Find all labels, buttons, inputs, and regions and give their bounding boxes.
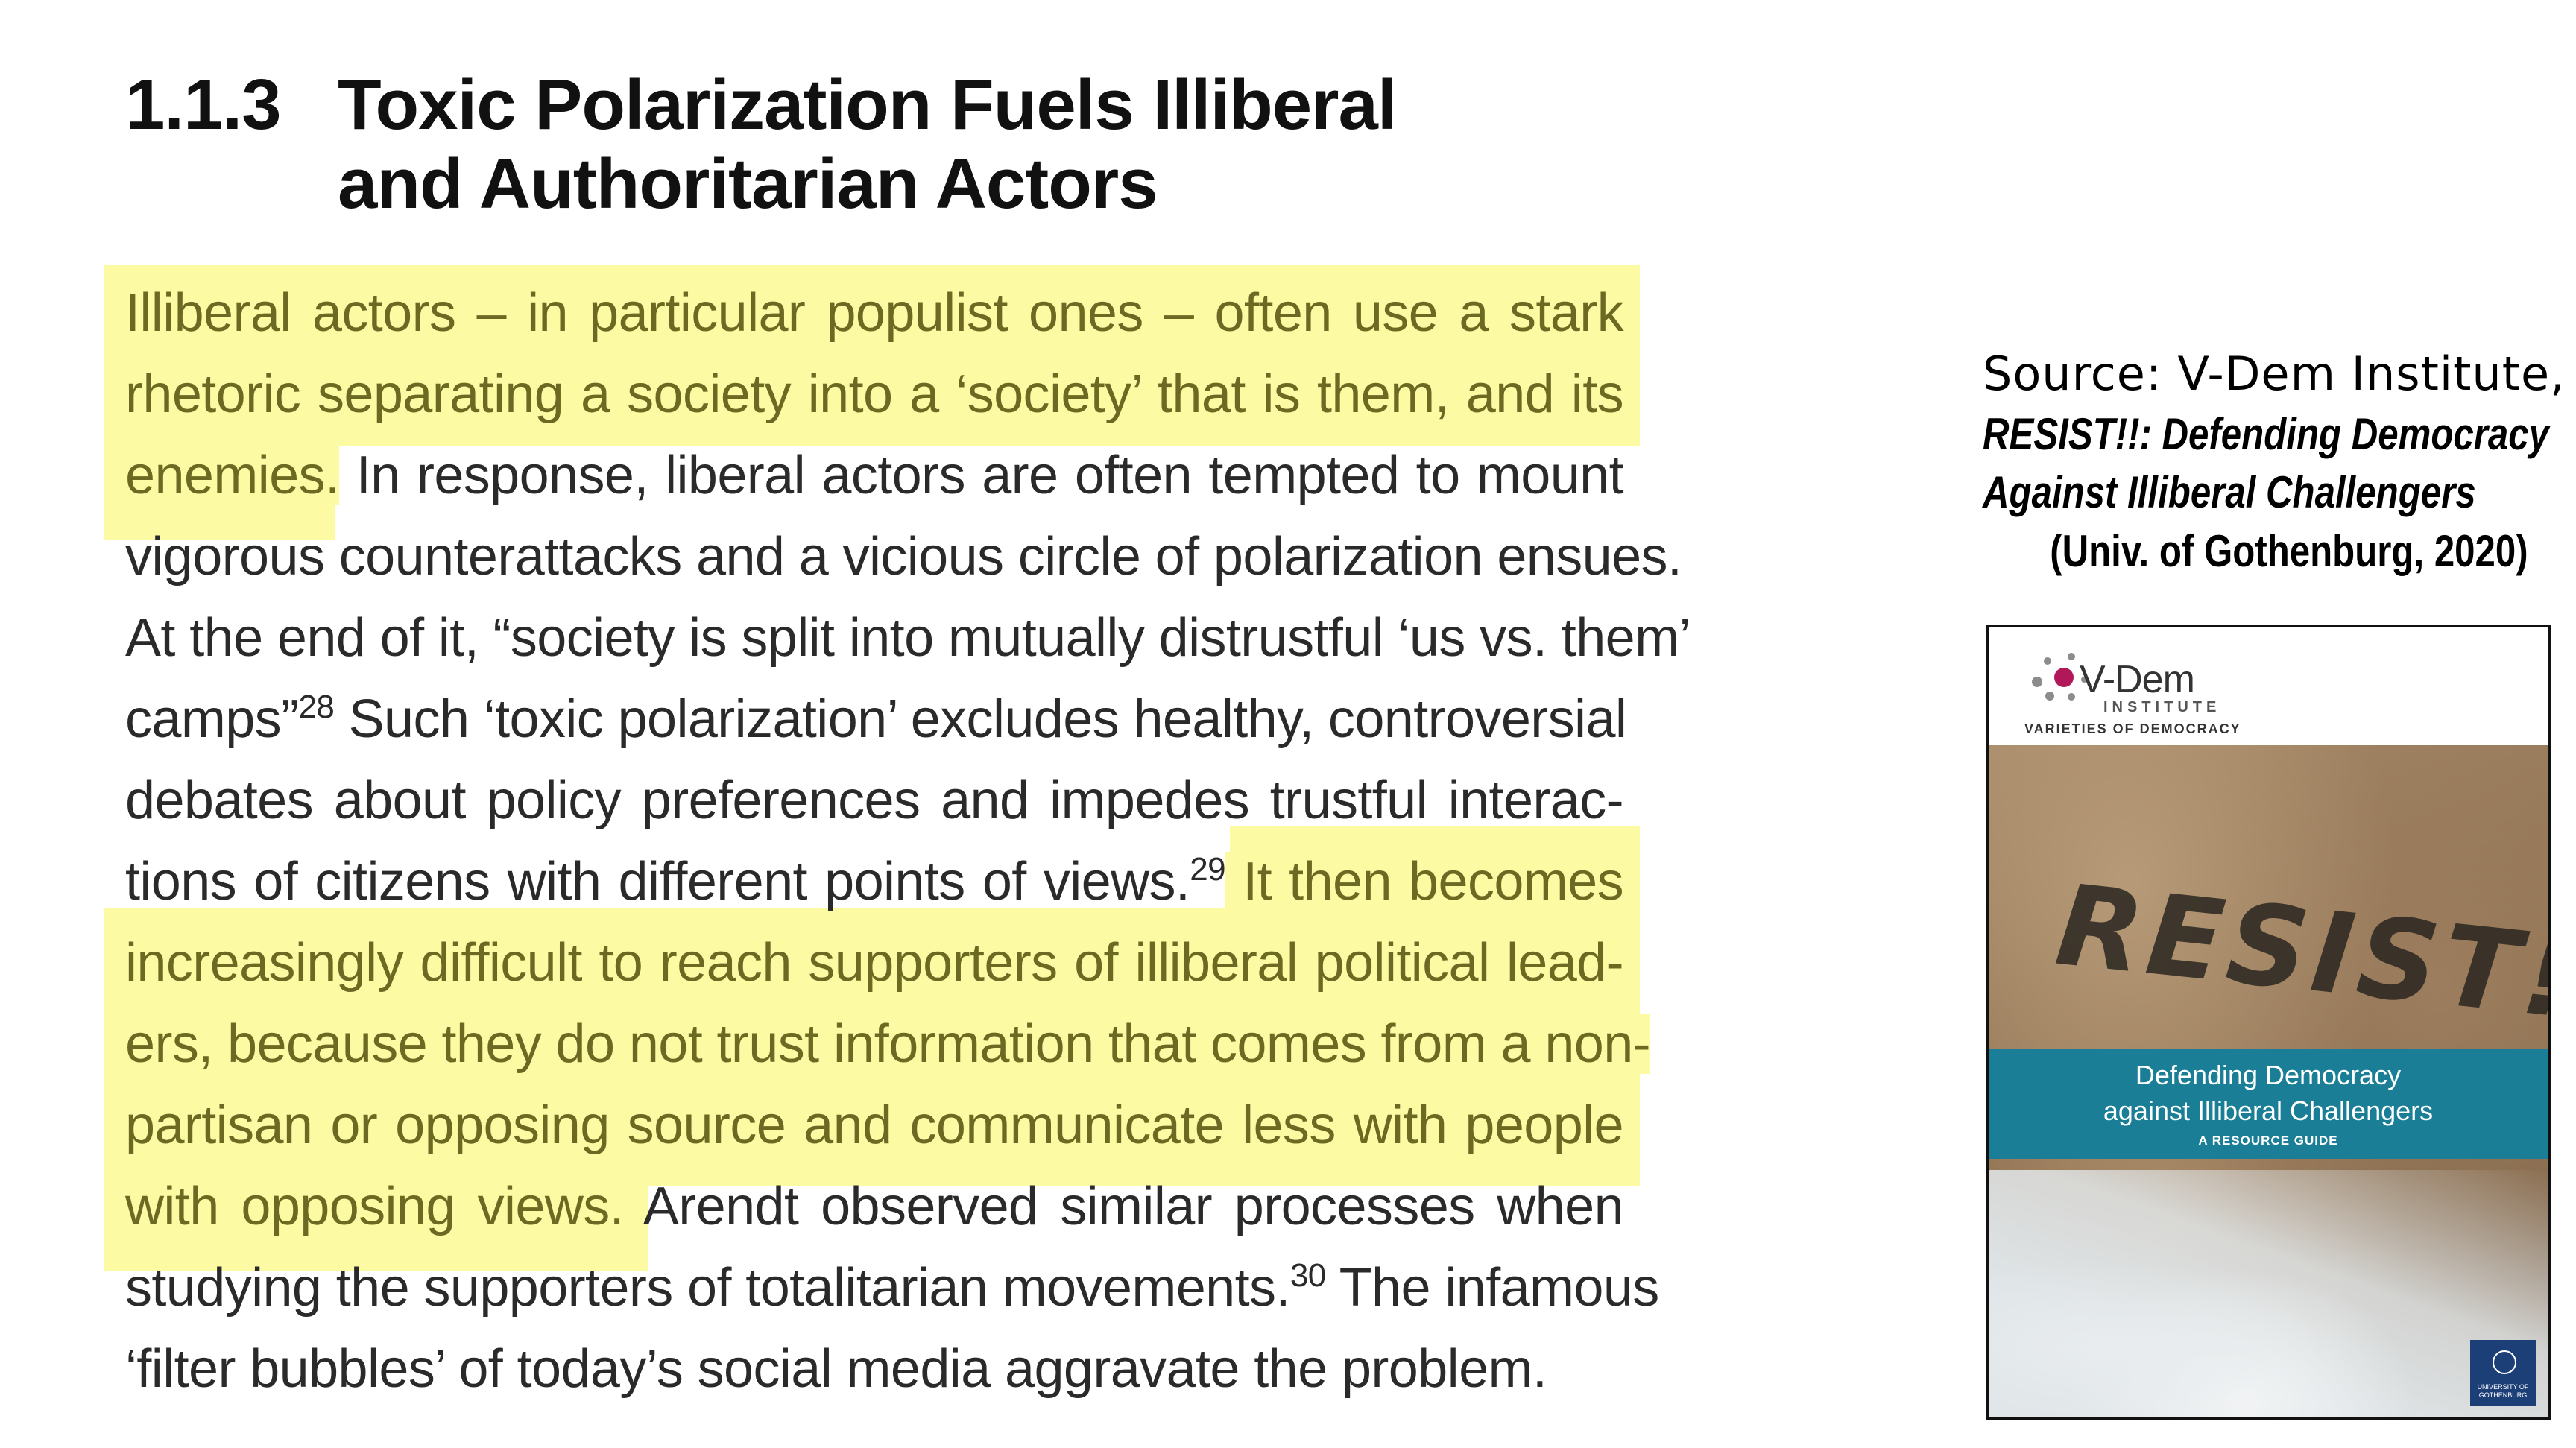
para-line: partisan or opposing source and communic… (125, 1085, 1624, 1166)
body-text: Such ‘toxic polarization’ excludes healt… (334, 689, 1627, 749)
source-line3: Against Illiberal Challengers (1983, 467, 2476, 517)
highlighted-text: It then becomes (1225, 852, 1624, 911)
cover-resist-text: RESIST!! (2051, 860, 2551, 1051)
highlighted-text: ers, because they do not trust informati… (125, 1014, 1651, 1074)
source-line4: (Univ. of Gothenburg, 2020) (2050, 526, 2528, 576)
highlighted-text: rhetoric separating a society into a ‘so… (125, 364, 1624, 424)
book-cover-image: V-Dem INSTITUTE VARIETIES OF DEMOCRACY R… (1986, 625, 2551, 1420)
para-line: camps”28 Such ‘toxic polarization’ exclu… (125, 679, 1627, 760)
para-line: ‘filter bubbles’ of today’s social media… (125, 1339, 1547, 1399)
source-caption: Source: V-Dem Institute, RESIST!!: Defen… (1983, 343, 2566, 581)
section-title: Toxic Polarization Fuels Illiberal and A… (338, 66, 1650, 224)
body-text: Arendt observed similar processes when (624, 1177, 1624, 1236)
source-line2: RESIST!!: Defending Democracy (1983, 409, 2550, 459)
cover-tagline: VARIETIES OF DEMOCRACY (2024, 721, 2241, 736)
body-text: The infamous (1325, 1258, 1660, 1318)
para-line: with opposing views. Arendt observed sim… (125, 1166, 1624, 1248)
footnote-ref[interactable]: 29 (1190, 851, 1226, 888)
para-line: enemies. In response, liberal actors are… (125, 435, 1624, 516)
university-name: UNIVERSITY OF GOTHENBURG (2477, 1383, 2529, 1399)
highlighted-text: with opposing views. (125, 1177, 625, 1236)
para-line: tions of citizens with different points … (125, 841, 1624, 923)
footnote-ref[interactable]: 28 (298, 689, 335, 725)
section-title-line2: and Authoritarian Actors (338, 144, 1158, 224)
cover-institute: INSTITUTE (2103, 699, 2221, 715)
footnote-ref[interactable]: 30 (1289, 1257, 1326, 1294)
cover-brand: V-Dem (2080, 658, 2195, 701)
para-line: At the end of it, “society is split into… (125, 608, 1690, 668)
cover-title-band: Defending Democracy against Illiberal Ch… (1989, 1049, 2548, 1159)
section-number: 1.1.3 (125, 65, 282, 145)
para-line: debates about policy preferences and imp… (125, 771, 1624, 830)
highlighted-text: partisan or opposing source and communic… (125, 1096, 1624, 1155)
source-line1: Source: V-Dem Institute, (1983, 347, 2566, 401)
body-text: tions of citizens with different points … (125, 852, 1190, 911)
para-line: increasingly difficult to reach supporte… (125, 923, 1624, 1004)
para-line: rhetoric separating a society into a ‘so… (125, 354, 1624, 435)
cover-title-line1: Defending Democracy (2135, 1060, 2402, 1090)
vdem-logo-icon (2024, 650, 2092, 709)
university-logo: UNIVERSITY OF GOTHENBURG (2470, 1340, 2536, 1406)
para-line: Illiberal actors – in particular populis… (125, 273, 1624, 354)
section-title-line1: Toxic Polarization Fuels Illiberal (338, 65, 1398, 145)
body-text: camps” (125, 689, 299, 749)
body-text: In response, liberal actors are often te… (339, 446, 1624, 505)
para-line: ers, because they do not trust informati… (125, 1004, 1651, 1085)
university-seal-icon (2493, 1350, 2516, 1374)
cover-header: V-Dem INSTITUTE VARIETIES OF DEMOCRACY (1989, 627, 2548, 745)
cover-subtitle: A RESOURCE GUIDE (2198, 1134, 2338, 1148)
cover-shoreline (1989, 1170, 2548, 1417)
para-line: studying the supporters of totalitarian … (125, 1248, 1659, 1329)
body-text: studying the supporters of totalitarian … (125, 1258, 1290, 1318)
highlighted-text: enemies. (125, 446, 340, 505)
cover-title-line2: against Illiberal Challengers (2103, 1096, 2434, 1126)
highlighted-text: increasingly difficult to reach supporte… (125, 933, 1624, 993)
para-line: vigorous counterattacks and a vicious ci… (125, 527, 1682, 587)
body-paragraph: Illiberal actors – in particular populis… (125, 273, 1690, 1410)
highlighted-text: Illiberal actors – in particular populis… (125, 283, 1624, 343)
